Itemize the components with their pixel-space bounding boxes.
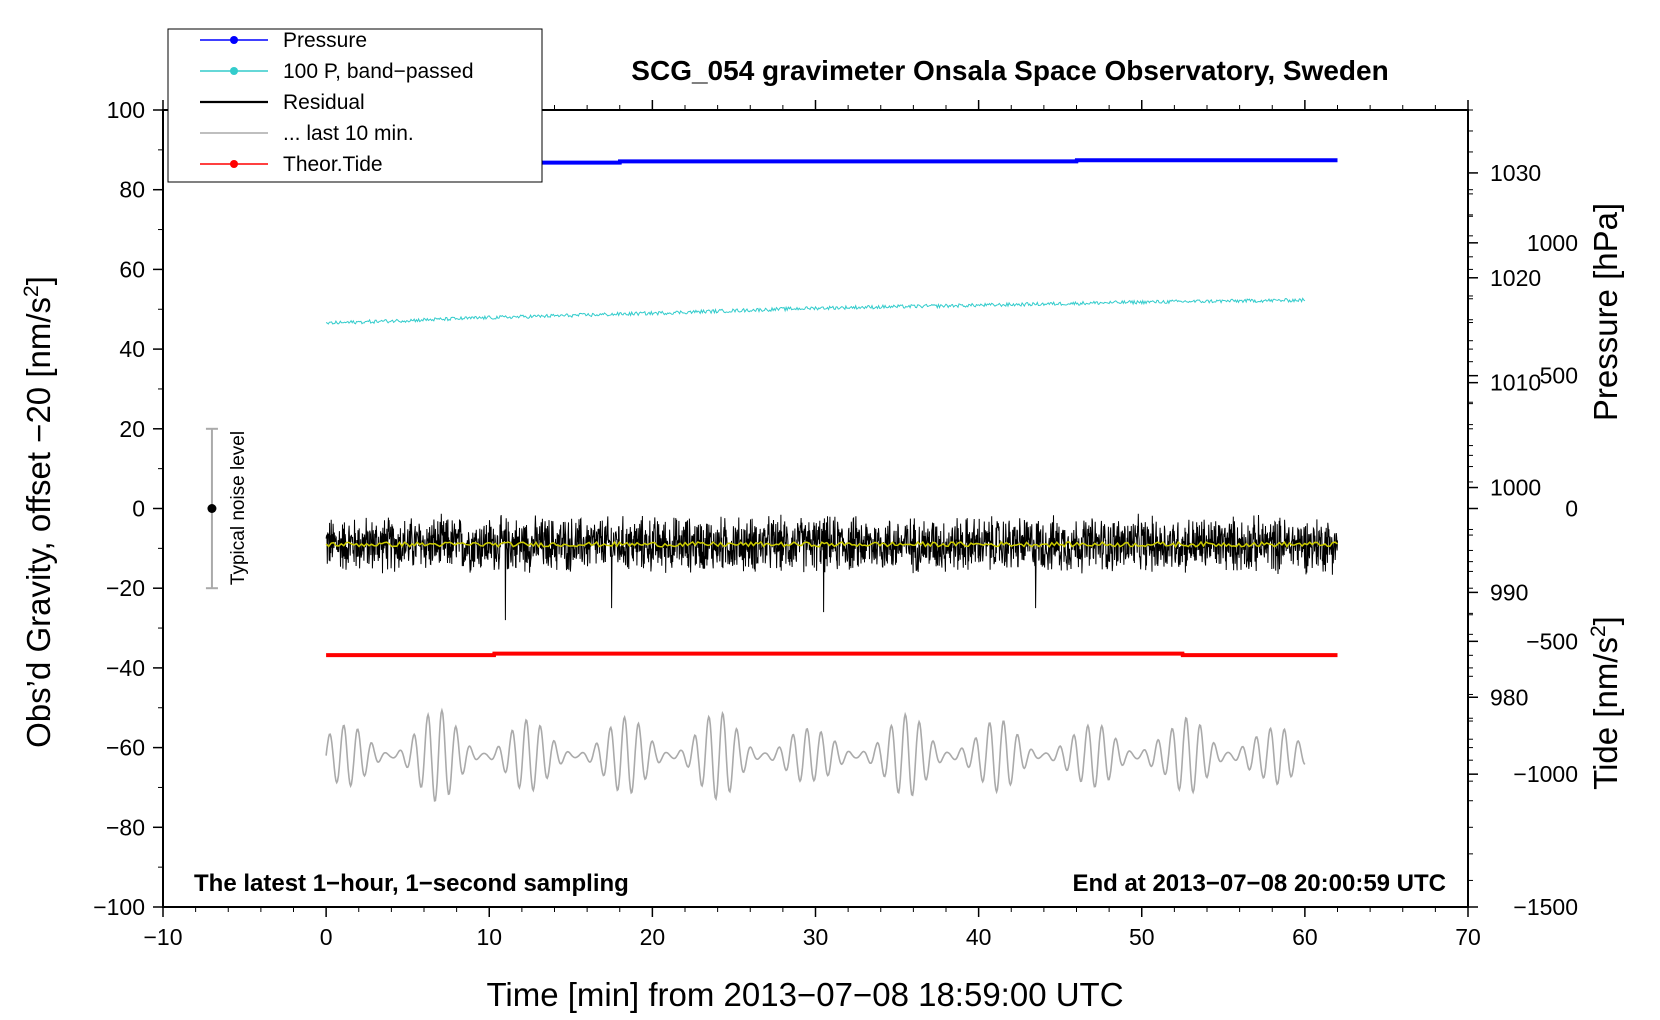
y-tick-label: −80	[106, 814, 145, 840]
y-tick-label: −60	[106, 735, 145, 761]
x-tick-label: 40	[966, 924, 992, 950]
legend-label: Residual	[283, 91, 365, 114]
legend-swatch-marker	[230, 36, 238, 44]
x-tick-label: 50	[1129, 924, 1155, 950]
pressure-tick-label: 1020	[1490, 265, 1541, 291]
noise-bar-center-dot	[207, 504, 217, 513]
y-axis-label-tide-main: Tide [nm/s	[1587, 637, 1624, 790]
plot-frame	[162, 109, 1469, 908]
y-tick-label: 0	[132, 496, 145, 522]
pressure-tick-label: 990	[1490, 579, 1528, 605]
tide-tick-label: 0	[1565, 496, 1578, 522]
legend-swatch-marker	[230, 67, 238, 75]
y-tick-label: −40	[106, 655, 145, 681]
x-tick-label: 30	[803, 924, 829, 950]
tide-tick-label: −500	[1526, 628, 1578, 654]
y-axis-label-tide: Tide [nm/s2]	[1587, 616, 1624, 790]
legend-label: 100 P, band−passed	[283, 60, 474, 83]
noise-level-bar	[205, 427, 218, 590]
y-axis-label-gravity: Obs’d Gravity, offset −20 [nm/s2]	[20, 276, 57, 748]
x-tick-label: −10	[143, 924, 182, 950]
y-tick-label: 20	[119, 416, 145, 442]
y-axis-label-gravity-exponent: 2	[20, 285, 43, 297]
residual-line	[325, 513, 1338, 621]
noise-level-label: Typical noise level	[228, 431, 249, 585]
legend-label: ... last 10 min.	[283, 122, 414, 145]
y-tick-label: −100	[93, 894, 145, 920]
y-axis-label-tide-bracket: ]	[1587, 616, 1624, 625]
y-tick-label: 40	[119, 336, 145, 362]
chart-title: SCG_054 gravimeter Onsala Space Observat…	[631, 55, 1388, 86]
legend-box	[167, 28, 543, 183]
x-tick-label: 10	[476, 924, 502, 950]
pressure-tick-label: 1010	[1490, 370, 1541, 396]
pressure-tick-label: 1000	[1490, 475, 1541, 501]
x-axis-label: Time [min] from 2013−07−08 18:59:00 UTC	[486, 976, 1123, 1013]
y-tick-label: −20	[106, 575, 145, 601]
x-tick-label: 60	[1292, 924, 1318, 950]
y-tick-label: 80	[119, 177, 145, 203]
last-10-min-line	[325, 707, 1306, 802]
legend: Pressure 100 P, band−passed Residual ... la…	[167, 28, 543, 183]
tide-tick-label: −1000	[1513, 761, 1578, 787]
tide-line	[326, 651, 1338, 658]
y-axis-label-gravity-main: Obs’d Gravity, offset −20 [nm/s	[20, 297, 57, 748]
series-layer	[325, 158, 1338, 802]
x-tick-label: 70	[1455, 924, 1481, 950]
y-axis-label-pressure: Pressure [hPa]	[1587, 203, 1624, 421]
end-time-note: End at 2013−07−08 20:00:59 UTC	[1072, 870, 1446, 897]
residual-smoothed-line	[325, 540, 1338, 548]
x-tick-label: 20	[640, 924, 666, 950]
pressure-tick-label: 1030	[1490, 160, 1541, 186]
legend-swatch-marker	[230, 160, 238, 168]
tide-tick-label: 500	[1540, 363, 1578, 389]
tide-tick-label: 1000	[1527, 230, 1578, 256]
sampling-note: The latest 1−hour, 1−second sampling	[194, 870, 629, 897]
pressure-line	[326, 158, 1338, 165]
y-tick-label: 100	[107, 97, 145, 123]
tide-tick-label: −1500	[1513, 894, 1578, 920]
plot-border	[162, 109, 1469, 908]
legend-items: Pressure 100 P, band−passed Residual ... la…	[200, 29, 474, 176]
pressure-tick-label: 980	[1490, 684, 1528, 710]
y-axis-label-gravity-bracket: ]	[20, 276, 57, 285]
x-tick-label: 0	[320, 924, 333, 950]
y-axis-label-tide-exponent: 2	[1587, 625, 1610, 637]
legend-label: Theor.Tide	[283, 153, 383, 176]
legend-label: Pressure	[283, 29, 367, 52]
y-tick-label: 60	[119, 256, 145, 282]
axes-layer: −10 0 10 20 30 40 50 60 70−100−80−60−40−20020406…	[93, 97, 1578, 950]
bandpassed-pressure-line	[325, 297, 1306, 325]
